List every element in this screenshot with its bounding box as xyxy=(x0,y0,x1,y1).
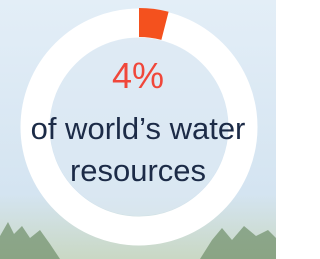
value-label: 4% xyxy=(0,56,276,96)
subtitle: of world’s water resources xyxy=(8,108,268,192)
donut-card: 4% of world’s water resources xyxy=(0,0,276,259)
